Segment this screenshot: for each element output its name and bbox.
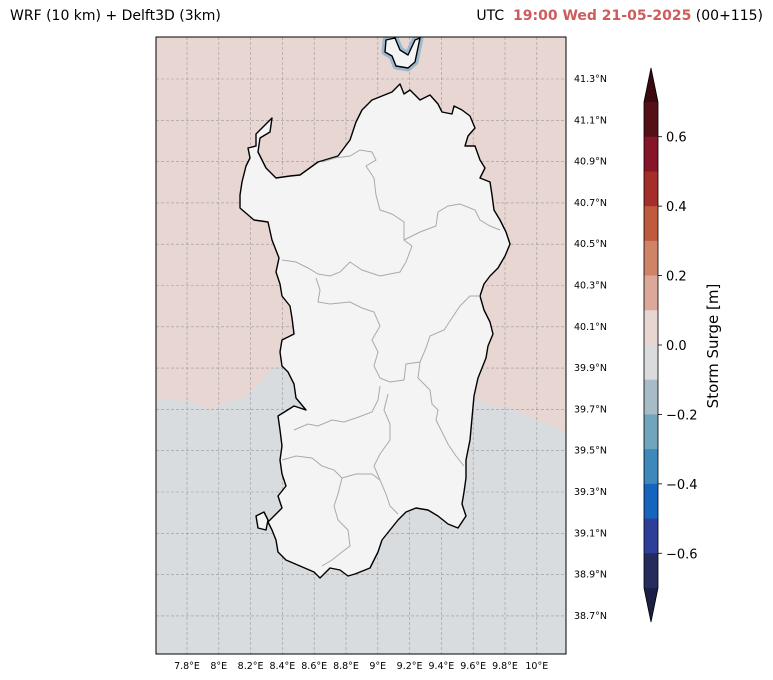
storm-surge-colorbar [643,67,659,623]
colorbar-level [644,414,658,450]
colorbar-level [644,345,658,381]
colorbar-tick-label: 0.0 [666,339,687,354]
lon-tick-label: 8°E [210,661,227,672]
lon-tick-label: 9.6°E [460,661,486,672]
colorbar-tick-label: −0.6 [666,547,698,562]
lat-tick-label: 38.7°N [574,611,607,622]
valid-time: UTC 19:00 Wed 21-05-2025 (00+115) [476,8,763,24]
lon-tick-label: 9.2°E [397,661,423,672]
lon-tick-label: 8.2°E [238,661,264,672]
lat-tick-label: 40.3°N [574,281,607,292]
colorbar-level [644,136,658,172]
colorbar-level [644,206,658,242]
forecast-datetime: 19:00 Wed 21-05-2025 [513,8,692,24]
lon-tick-label: 9.8°E [492,661,518,672]
colorbar-level [644,310,658,346]
lat-tick-label: 39.3°N [574,487,607,498]
colorbar-level [644,275,658,311]
lon-tick-label: 10°E [525,661,548,672]
model-title: WRF (10 km) + Delft3D (3km) [10,8,221,24]
lat-tick-label: 39.5°N [574,446,607,457]
lat-tick-label: 39.7°N [574,404,607,415]
colorbar-tick-label: 0.4 [666,200,687,215]
colorbar-level [644,240,658,277]
lat-tick-label: 41.3°N [574,74,607,85]
sardinia-landmass [239,37,511,579]
lon-tick-label: 9°E [369,661,386,672]
lat-tick-label: 39.1°N [574,528,607,539]
colorbar-ticks: 0.6 0.4 0.2 0.0 −0.2 −0.4 −0.6 [658,131,698,562]
colorbar-level [644,379,658,415]
lat-tick-label: 40.7°N [574,198,607,209]
province-boundaries [281,149,501,567]
lat-tick-label: 40.9°N [574,157,607,168]
lon-tick-label: 8.6°E [301,661,327,672]
colorbar-level [644,102,658,138]
utc-label: UTC [476,8,505,24]
colorbar-outline [643,67,659,623]
lon-tick-label: 9.4°E [428,661,454,672]
lat-tick-label: 40.5°N [574,239,607,250]
colorbar-extend-max [644,68,658,102]
map-frame [155,36,567,655]
lead-time: (00+115) [695,8,763,24]
colorbar-label: Storm Surge [m] [704,284,722,409]
latitude-labels: 41.3°N 41.1°N 40.9°N 40.7°N 40.5°N 40.3°N 40.1… [574,74,607,622]
longitude-labels: 7.8°E 8°E 8.2°E 8.4°E 8.6°E 8.8°E 9°E 9.2°E 9.4°… [174,661,548,672]
colorbar-tick-label: −0.4 [666,478,698,493]
lon-tick-label: 7.8°E [174,661,200,672]
colorbar-extend-min [644,588,658,622]
lon-tick-label: 8.8°E [333,661,359,672]
colorbar-level [644,553,658,589]
lat-tick-label: 40.1°N [574,322,607,333]
colorbar-level [644,171,658,207]
lat-tick-label: 41.1°N [574,115,607,126]
colorbar-level [644,449,658,485]
lat-tick-label: 39.9°N [574,363,607,374]
lat-tick-label: 38.9°N [574,570,607,581]
colorbar-level [644,518,658,554]
colorbar-tick-label: 0.6 [666,131,687,146]
colorbar-level [644,483,658,520]
map-area [156,37,566,654]
colorbar-tick-label: 0.2 [666,270,687,285]
colorbar-tick-label: −0.2 [666,408,698,423]
lon-tick-label: 8.4°E [269,661,295,672]
